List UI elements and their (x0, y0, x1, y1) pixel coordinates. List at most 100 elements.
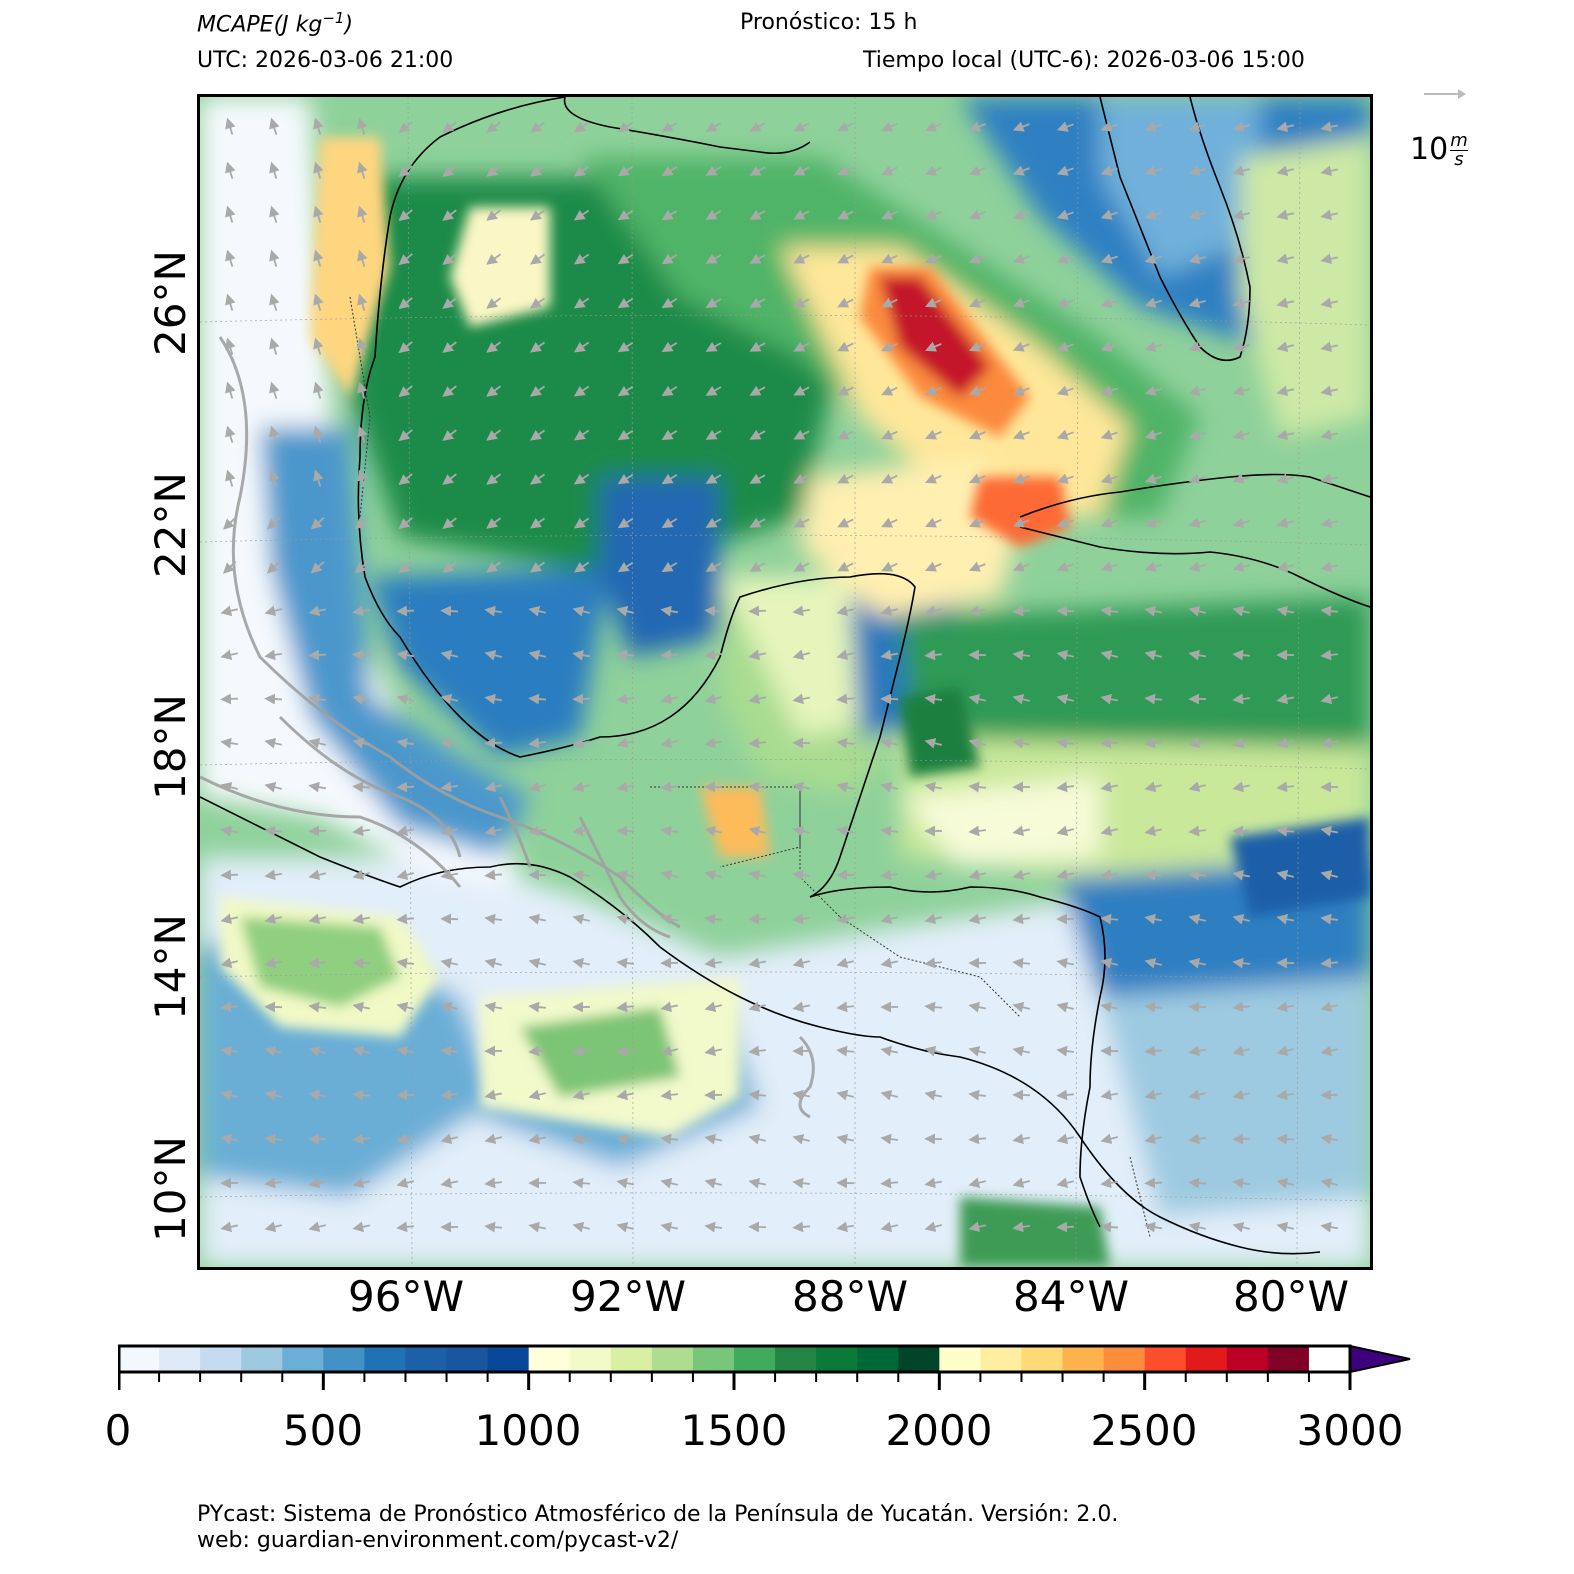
wind-arrow (440, 957, 459, 969)
wind-arrow (352, 693, 371, 705)
wind-arrow (1144, 253, 1162, 264)
wind-arrow (440, 649, 459, 661)
wind-arrow (1188, 341, 1206, 352)
wind-arrow (749, 253, 766, 264)
wind-arrow (1320, 473, 1339, 485)
wind-arrow (881, 341, 898, 352)
wind-arrow (220, 1001, 239, 1013)
lat-label-14n: 14°N (146, 914, 195, 1020)
wind-arrow (837, 297, 854, 308)
wind-arrow (1056, 253, 1074, 264)
wind-arrow (572, 957, 591, 969)
colorbar-segment (898, 1346, 940, 1372)
wind-arrow (1056, 869, 1075, 881)
wind-arrow (1320, 957, 1339, 969)
wind-arrow (572, 737, 591, 749)
wind-arrow (617, 165, 634, 177)
wind-arrow (396, 1045, 415, 1057)
wind-arrow (225, 161, 236, 179)
wind-arrow (264, 1089, 282, 1101)
wind-arrow (269, 425, 280, 443)
colorbar-tick-2500: 2500 (1090, 1406, 1198, 1455)
wind-arrow (1100, 165, 1118, 176)
wind-arrow (572, 1045, 591, 1057)
wind-arrow (924, 869, 943, 881)
wind-arrow (881, 209, 898, 220)
wind-arrow (440, 1133, 458, 1144)
wind-arrow (1012, 561, 1030, 572)
wind-arrow (1056, 1089, 1075, 1101)
colorbar-segment (692, 1346, 735, 1372)
wind-arrow (1056, 1177, 1075, 1189)
wind-arrow (1144, 1177, 1163, 1189)
wind-arrow (398, 121, 413, 134)
wind-arrow (486, 297, 501, 309)
wind-arrow (705, 473, 722, 484)
wind-arrow (484, 605, 503, 617)
wind-arrow (925, 517, 942, 528)
colorbar-tick-2000: 2000 (885, 1406, 993, 1455)
wind-arrow (1232, 869, 1251, 881)
lon-label-92w: 92°W (570, 1272, 686, 1321)
wind-arrow (357, 381, 368, 399)
wind-arrow (528, 1001, 547, 1013)
wind-arrow (352, 1221, 371, 1233)
wind-arrow (442, 561, 457, 573)
wind-arrow (968, 781, 987, 793)
wind-arrow (269, 161, 280, 179)
wind-arrow (486, 253, 501, 265)
colorbar-segment (487, 1346, 530, 1372)
wind-arrow (968, 1001, 987, 1013)
wind-arrow (704, 825, 723, 837)
wind-arrow (660, 1133, 679, 1145)
wind-arrow (1320, 605, 1339, 617)
wind-arrow (484, 650, 502, 661)
wind-arrow (749, 209, 766, 220)
wind-arrow (440, 693, 458, 705)
wind-arrow (617, 121, 634, 133)
wind-arrow (220, 913, 239, 925)
lat-label-10n: 10°N (146, 1136, 195, 1242)
wind-arrow (1276, 693, 1295, 705)
wind-arrow (749, 341, 766, 352)
wind-arrow (704, 1045, 723, 1057)
wind-arrow (1056, 825, 1074, 836)
wind-arrow (1232, 693, 1251, 705)
wind-arrow (352, 913, 371, 925)
wind-arrow (793, 517, 810, 528)
wind-arrow (880, 1090, 898, 1101)
wind-arrow (705, 341, 722, 352)
wind-arrow (1188, 1089, 1206, 1100)
wind-arrow (440, 869, 459, 881)
colorbar-tick-500: 500 (282, 1406, 364, 1455)
wind-arrow (661, 561, 678, 573)
wind-arrow (357, 337, 368, 355)
wind-arrow (313, 205, 324, 223)
wind-arrow (881, 473, 898, 484)
wind-arrow (704, 649, 723, 661)
wind-arrow (881, 517, 898, 528)
wind-arrow (1232, 341, 1250, 352)
wind-arrow (793, 429, 810, 440)
wind-arrow (269, 469, 280, 487)
wind-arrow (617, 473, 634, 485)
wind-arrow (837, 561, 854, 572)
wind-arrow (1188, 781, 1206, 792)
wind-arrow (1232, 957, 1251, 969)
wind-arrow (1056, 1002, 1074, 1013)
wind-arrow (704, 869, 722, 881)
wind-arrow (572, 606, 590, 617)
wind-arrow (1188, 957, 1207, 969)
wind-arrow (1012, 649, 1031, 661)
wind-arrow (352, 737, 370, 749)
wind-arrow (792, 781, 811, 793)
wind-arrow (1056, 781, 1075, 793)
wind-arrow (749, 297, 766, 308)
wind-arrow (880, 825, 899, 837)
wind-arrow (486, 517, 501, 529)
wind-arrow (748, 826, 766, 837)
wind-arrow (1276, 781, 1295, 793)
wind-arrow (792, 693, 811, 705)
wind-arrow (1232, 165, 1250, 176)
wind-arrow (968, 341, 986, 352)
